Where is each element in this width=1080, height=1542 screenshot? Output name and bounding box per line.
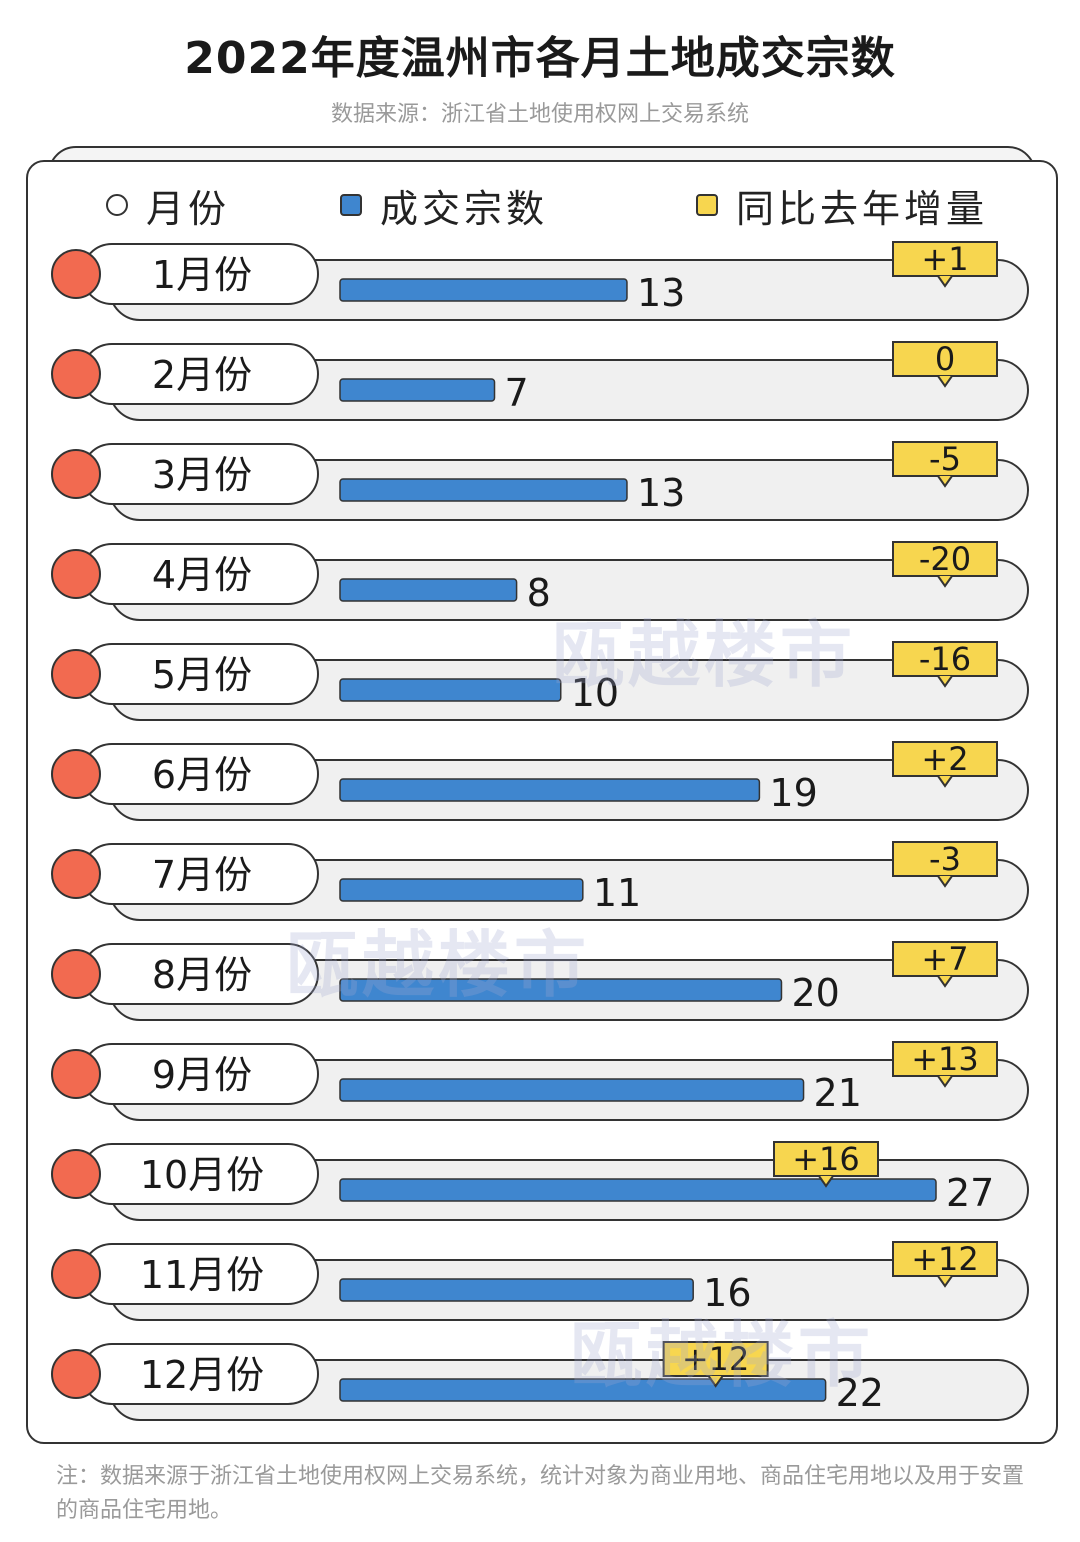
month-label: 7月份 (152, 853, 252, 897)
yoy-value-label: +12 (682, 1340, 750, 1378)
yoy-value-label: +1 (921, 240, 968, 278)
month-dot-icon (51, 1349, 101, 1399)
chart-title: 2022年度温州市各月土地成交宗数 (184, 33, 896, 84)
count-value-label: 22 (836, 1371, 884, 1415)
yoy-tag (892, 241, 998, 277)
yoy-value-label: +12 (911, 1240, 979, 1278)
count-bar (339, 678, 562, 702)
month-dot-icon (51, 349, 101, 399)
yoy-tag (662, 1341, 769, 1377)
yoy-tag-pointer-icon (937, 675, 953, 688)
yoy-tag (892, 341, 998, 377)
yoy-tag-pointer-icon (937, 1075, 953, 1088)
count-bar (339, 1278, 694, 1302)
count-value-label: 13 (637, 471, 685, 515)
count-value-label: 10 (571, 671, 619, 715)
yoy-value-label: -3 (929, 840, 961, 878)
month-label: 5月份 (152, 653, 252, 697)
legend-item-month: 月份 (106, 182, 230, 231)
count-bar (339, 278, 628, 302)
count-bar (339, 1078, 805, 1102)
chart-subtitle: 数据来源：浙江省土地使用权网上交易系统 (330, 102, 749, 127)
legend-label: 成交宗数 (380, 186, 549, 231)
yoy-value-label: +2 (921, 740, 968, 778)
yoy-value-label: 0 (935, 340, 955, 378)
legend-yellow-square-icon (696, 194, 718, 216)
month-dot-icon (51, 1049, 101, 1099)
month-label: 1月份 (152, 253, 252, 297)
month-dot-icon (51, 549, 101, 599)
yoy-tag (773, 1141, 879, 1177)
month-label: 4月份 (152, 553, 252, 597)
yoy-tag-pointer-icon (937, 1275, 953, 1288)
count-value-label: 21 (814, 1071, 862, 1115)
month-dot-icon (51, 649, 101, 699)
yoy-tag-pointer-icon (937, 375, 953, 388)
legend-item-yoy: 同比去年增量 (696, 182, 988, 231)
month-label: 3月份 (152, 453, 252, 497)
month-label: 2月份 (152, 353, 252, 397)
month-label: 8月份 (152, 953, 252, 997)
yoy-tag-pointer-icon (937, 775, 953, 788)
count-value-label: 19 (769, 771, 817, 815)
count-value-label: 8 (527, 571, 551, 615)
month-label: 9月份 (152, 1053, 252, 1097)
month-label: 11月份 (140, 1253, 264, 1297)
yoy-tag-pointer-icon (937, 575, 953, 588)
count-value-label: 16 (703, 1271, 751, 1315)
yoy-tag (892, 1041, 998, 1077)
count-value-label: 20 (791, 971, 839, 1015)
yoy-tag-pointer-icon (937, 475, 953, 488)
count-value-label: 27 (946, 1171, 994, 1215)
legend-item-count: 成交宗数 (340, 182, 548, 231)
yoy-tag-pointer-icon (707, 1375, 724, 1388)
count-bar (339, 978, 783, 1002)
yoy-value-label: -5 (929, 440, 961, 478)
yoy-tag-pointer-icon (818, 1175, 834, 1188)
yoy-value-label: -16 (919, 640, 971, 678)
month-label: 6月份 (152, 753, 252, 797)
yoy-tag (892, 1241, 998, 1277)
count-value-label: 11 (593, 871, 641, 915)
yoy-tag-pointer-icon (937, 975, 953, 988)
yoy-value-label: +16 (792, 1140, 860, 1178)
month-dot-icon (51, 949, 101, 999)
count-bar (339, 878, 584, 902)
count-bar (339, 1178, 937, 1202)
yoy-tag-pointer-icon (937, 275, 953, 288)
month-dot-icon (51, 1249, 101, 1299)
legend-label: 月份 (146, 186, 231, 231)
count-value-label: 7 (505, 371, 529, 415)
yoy-value-label: -20 (919, 540, 971, 578)
month-dot-icon (51, 449, 101, 499)
month-dot-icon (51, 249, 101, 299)
legend-label: 同比去年增量 (736, 186, 989, 231)
count-bar (339, 478, 628, 502)
footnote: 注：数据来源于浙江省土地使用权网上交易系统，统计对象为商业用地、商品住宅用地以及… (56, 1464, 1025, 1523)
month-dot-icon (51, 749, 101, 799)
month-label: 10月份 (140, 1153, 264, 1197)
legend-blue-square-icon (340, 194, 362, 216)
count-value-label: 13 (637, 271, 685, 315)
month-dot-icon (51, 849, 101, 899)
yoy-value-label: +7 (921, 940, 968, 978)
count-bar (339, 378, 496, 402)
month-dot-icon (51, 1149, 101, 1199)
count-bar (339, 778, 761, 802)
yoy-tag (892, 841, 998, 877)
yoy-tag (892, 541, 998, 577)
month-label: 12月份 (140, 1353, 264, 1397)
legend-circle-icon (106, 194, 128, 216)
count-bar (339, 578, 518, 602)
yoy-tag (892, 441, 998, 477)
yoy-tag-pointer-icon (937, 875, 953, 888)
yoy-value-label: +13 (911, 1040, 979, 1078)
count-bar (339, 1378, 827, 1402)
